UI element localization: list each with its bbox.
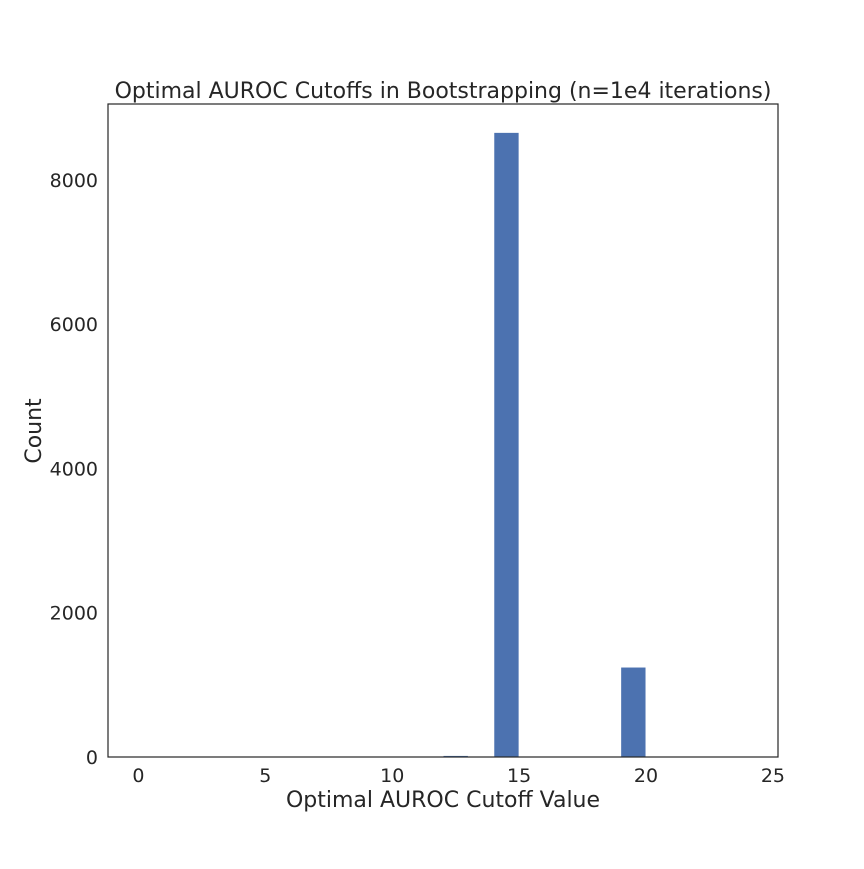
x-tick-label: 25	[761, 765, 785, 787]
x-tick-label: 15	[507, 765, 531, 787]
x-tick-label: 10	[380, 765, 404, 787]
chart-title: Optimal AUROC Cutoffs in Bootstrapping (…	[115, 79, 772, 104]
y-tick-label: 4000	[50, 458, 98, 480]
y-tick-label: 2000	[50, 603, 98, 625]
x-tick-label: 20	[634, 765, 658, 787]
x-tick-label: 5	[259, 765, 271, 787]
x-tick-label: 0	[132, 765, 144, 787]
y-axis-label: Count	[22, 398, 47, 464]
plot-area	[443, 132, 646, 757]
y-tick-label: 6000	[50, 314, 98, 336]
x-axis: 0 5 10 15 20 25	[132, 765, 785, 787]
y-axis: 0 2000 4000 6000 8000	[50, 170, 98, 769]
histogram-bar	[494, 132, 519, 757]
x-axis-label: Optimal AUROC Cutoff Value	[286, 788, 600, 813]
y-tick-label: 8000	[50, 170, 98, 192]
plot-frame	[107, 103, 779, 758]
histogram-bar	[621, 667, 646, 757]
y-tick-label: 0	[86, 747, 98, 769]
